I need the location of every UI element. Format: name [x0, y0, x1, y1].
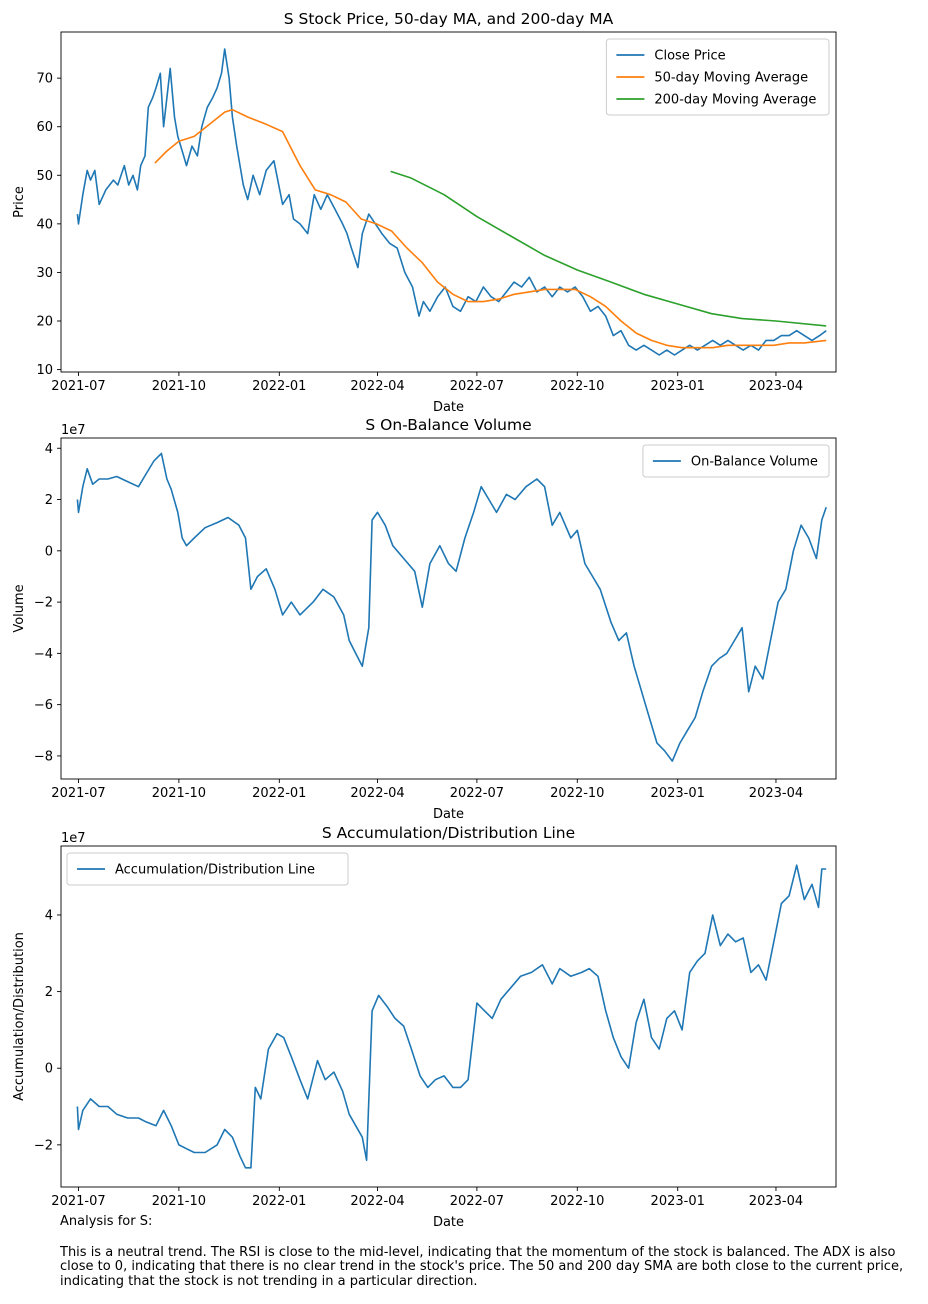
analysis-body: This is a neutral trend. The RSI is clos…	[60, 1244, 904, 1289]
legend-label-1: Close Price	[654, 49, 725, 64]
y-scale-label: 1e7	[61, 831, 86, 846]
analysis-heading: Analysis for S:	[60, 1214, 153, 1229]
y-tick-label: 40	[36, 217, 53, 232]
series-line-1	[76, 48, 827, 356]
y-tick-label: −4	[34, 647, 53, 662]
y-tick-label: 30	[36, 266, 53, 281]
legend: On-Balance Volume	[642, 444, 830, 478]
axes-frame	[60, 437, 837, 780]
x-tick-label: 2022-01	[252, 379, 306, 394]
x-tick-label: 2023-04	[749, 786, 803, 801]
legend-label-1: On-Balance Volume	[691, 455, 818, 470]
x-tick-label: 2021-10	[152, 1194, 206, 1209]
series-line-1	[76, 452, 827, 762]
series-line-1	[76, 864, 827, 1169]
legend-box	[66, 852, 349, 886]
x-tick-label: 2023-04	[749, 379, 803, 394]
x-tick-label: 2021-10	[152, 379, 206, 394]
chart-3: 2021-07 2021-10 2022-01 2022-04 2022-07 2022-…	[12, 824, 837, 1230]
y-axis-label: Price	[12, 186, 27, 218]
x-tick-label: 2022-07	[450, 379, 504, 394]
y-tick-label: 60	[36, 120, 53, 135]
y-tick-label: 4	[45, 442, 53, 457]
legend-box	[642, 444, 830, 478]
x-tick-label: 2022-01	[252, 786, 306, 801]
y-tick-label: 50	[36, 169, 53, 184]
chart-2: 2021-07 2021-10 2022-01 2022-04 2022-07 2022-…	[12, 416, 837, 822]
x-tick-label: 2022-01	[252, 1194, 306, 1209]
y-axis-label: Accumulation/Distribution	[12, 932, 27, 1101]
x-tick-label: 2021-07	[51, 1194, 105, 1209]
x-tick-label: 2022-07	[450, 1194, 504, 1209]
y-tick-label: 0	[45, 544, 53, 559]
x-tick-label: 2022-04	[350, 786, 404, 801]
legend-label-1: Accumulation/Distribution Line	[115, 863, 315, 878]
x-tick-label: 2022-04	[350, 379, 404, 394]
y-axis-label: Volume	[12, 584, 27, 632]
x-tick-label: 2023-04	[749, 1194, 803, 1209]
axes-frame	[60, 31, 837, 373]
y-tick-label: −2	[34, 1138, 53, 1153]
y-tick-label: 0	[45, 1062, 53, 1077]
x-tick-label: 2021-07	[51, 379, 105, 394]
y-tick-label: 2	[45, 985, 53, 1000]
x-tick-label: 2023-01	[651, 379, 705, 394]
chart-title: S Stock Price, 50-day MA, and 200-day MA	[284, 10, 614, 28]
chart-title: S On-Balance Volume	[365, 416, 531, 434]
y-tick-label: −6	[34, 698, 53, 713]
x-tick-label: 2022-10	[550, 786, 604, 801]
x-tick-label: 2022-10	[550, 379, 604, 394]
x-tick-label: 2023-01	[651, 786, 705, 801]
x-tick-label: 2022-10	[550, 1194, 604, 1209]
legend-label-2: 50-day Moving Average	[654, 71, 808, 86]
series-line-3	[390, 170, 827, 327]
x-axis-label: Date	[433, 807, 464, 822]
analysis-text: Analysis for S: This is a neutral trend.…	[60, 1214, 925, 1289]
y-tick-label: 70	[36, 72, 53, 87]
x-tick-label: 2022-04	[350, 1194, 404, 1209]
y-tick-label: 10	[36, 363, 53, 378]
legend-label-3: 200-day Moving Average	[654, 93, 816, 108]
chart-title: S Accumulation/Distribution Line	[322, 824, 575, 842]
y-scale-label: 1e7	[61, 423, 86, 438]
y-tick-label: 20	[36, 315, 53, 330]
y-tick-label: −2	[34, 596, 53, 611]
y-tick-label: 4	[45, 908, 53, 923]
x-tick-label: 2023-01	[651, 1194, 705, 1209]
y-tick-label: −8	[34, 749, 53, 764]
series-line-2	[154, 108, 827, 349]
x-tick-label: 2021-10	[152, 786, 206, 801]
x-tick-label: 2021-07	[51, 786, 105, 801]
x-axis-label: Date	[433, 400, 464, 415]
legend: Close Price 50-day Moving Average 200-day …	[605, 38, 830, 116]
legend-box	[605, 38, 830, 116]
x-tick-label: 2022-07	[450, 786, 504, 801]
axes-frame	[60, 845, 837, 1188]
y-tick-label: 2	[45, 493, 53, 508]
chart-1: 2021-07 2021-10 2022-01 2022-04 2022-07 2022-…	[12, 10, 837, 415]
legend: Accumulation/Distribution Line	[66, 852, 349, 886]
x-axis-label: Date	[433, 1215, 464, 1230]
